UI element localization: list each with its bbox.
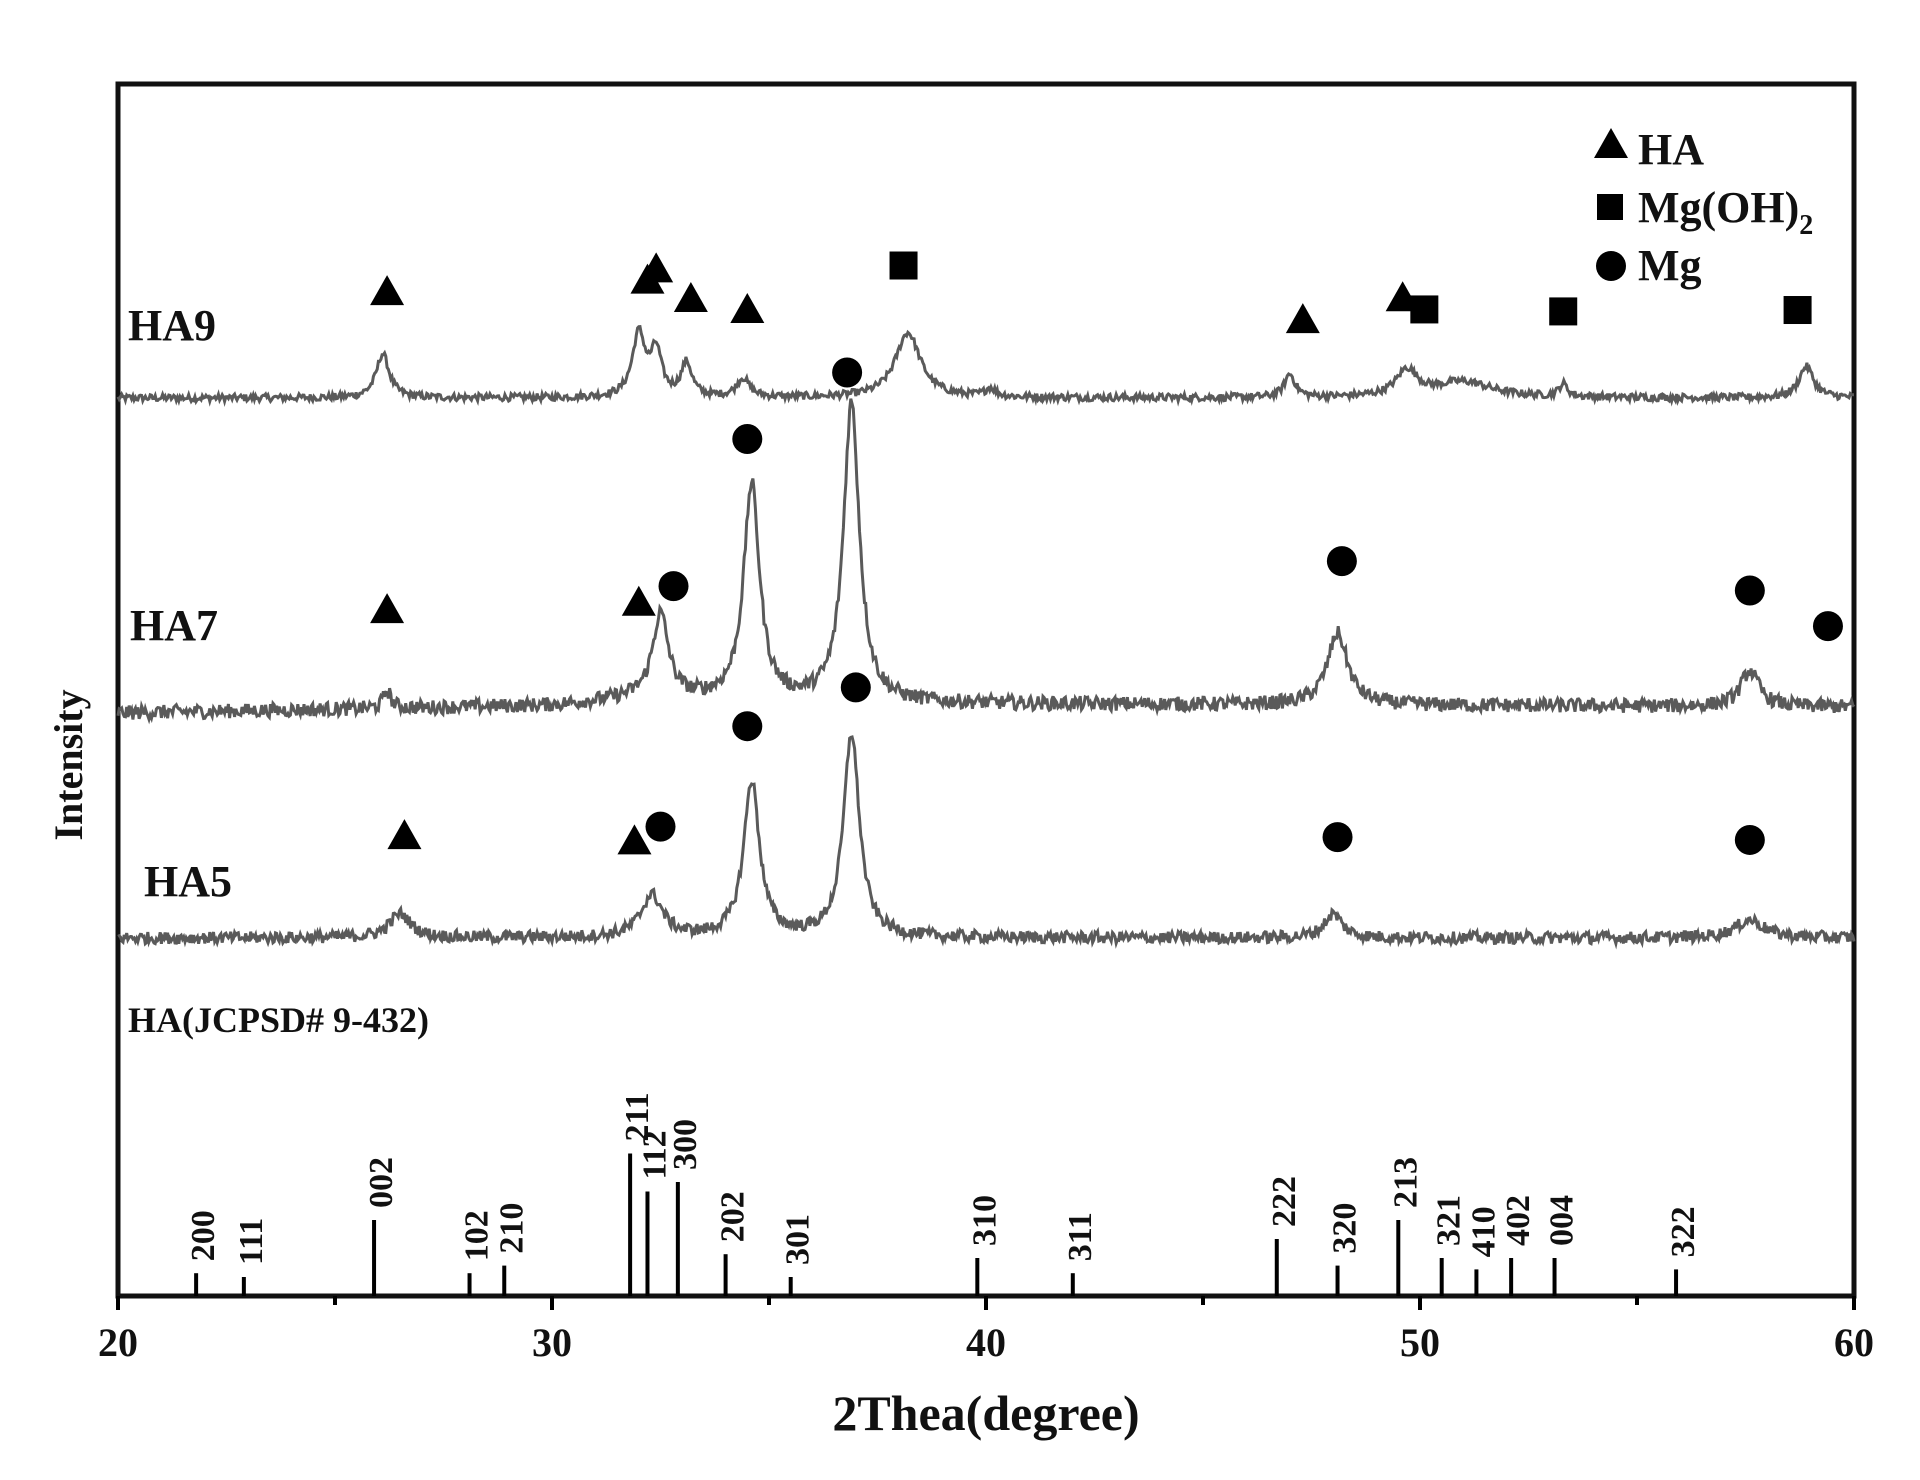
marker-ha9-triangle-2 bbox=[639, 252, 674, 283]
reference-hkl-211: 211 bbox=[619, 1092, 656, 1141]
marker-ha9-square-9 bbox=[1549, 297, 1578, 326]
reference-hkl-202: 202 bbox=[715, 1191, 752, 1242]
marker-ha7-circle-5 bbox=[1326, 546, 1357, 577]
legend: HA Mg(OH)2 Mg bbox=[1594, 125, 1813, 290]
marker-ha7-circle-2 bbox=[658, 571, 689, 602]
legend-label-mgoh2: Mg(OH)2 bbox=[1638, 183, 1813, 241]
reference-hkl-002: 002 bbox=[363, 1157, 400, 1208]
reference-hkl-213: 213 bbox=[1387, 1157, 1424, 1208]
pattern-series bbox=[116, 324, 1856, 950]
marker-ha7-circle-6 bbox=[1734, 575, 1765, 606]
series-line-ha7 bbox=[116, 398, 1856, 725]
series-line-ha9 bbox=[116, 324, 1854, 408]
marker-ha7-triangle-1 bbox=[621, 585, 656, 616]
series-line-ha5 bbox=[117, 735, 1856, 950]
marker-ha9-square-8 bbox=[1410, 295, 1439, 324]
x-tick-label-50: 50 bbox=[1400, 1320, 1440, 1365]
marker-ha5-triangle-0 bbox=[387, 819, 422, 850]
reference-hkl-402: 402 bbox=[1500, 1195, 1537, 1246]
legend-square-marker bbox=[1597, 194, 1623, 220]
legend-label-ha: HA bbox=[1638, 125, 1704, 174]
series-labels: HA9 HA7 HA5 bbox=[128, 301, 232, 906]
x-tick-label-40: 40 bbox=[966, 1320, 1006, 1365]
reference-hkl-102: 102 bbox=[459, 1210, 496, 1261]
plot-frame bbox=[115, 81, 1857, 1299]
series-label-ha5: HA5 bbox=[144, 857, 232, 906]
marker-ha7-circle-7 bbox=[1812, 611, 1843, 642]
x-axis: 20 30 40 50 60 bbox=[98, 1296, 1874, 1365]
marker-ha5-circle-5 bbox=[1322, 822, 1353, 853]
reference-hkl-310: 310 bbox=[966, 1195, 1003, 1246]
series-label-ha9: HA9 bbox=[128, 301, 216, 350]
marker-ha9-triangle-6 bbox=[1285, 303, 1320, 334]
marker-ha7-circle-4 bbox=[832, 357, 863, 388]
marker-ha5-circle-6 bbox=[1734, 824, 1765, 855]
reference-title: HA(JCPSD# 9-432) bbox=[128, 1000, 429, 1040]
marker-ha9-triangle-4 bbox=[730, 292, 765, 323]
phase-markers bbox=[370, 251, 1843, 855]
legend-label-mgoh2-main: Mg(OH) bbox=[1638, 183, 1799, 232]
reference-hkl-311: 311 bbox=[1062, 1212, 1099, 1261]
x-tick-label-30: 30 bbox=[532, 1320, 572, 1365]
x-tick-label-60: 60 bbox=[1834, 1320, 1874, 1365]
marker-ha9-triangle-0 bbox=[370, 275, 405, 306]
reference-hkl-222: 222 bbox=[1266, 1176, 1303, 1227]
marker-ha9-square-5 bbox=[889, 251, 918, 280]
marker-ha5-circle-4 bbox=[840, 672, 871, 703]
x-tick-label-20: 20 bbox=[98, 1320, 138, 1365]
reference-hkl-200: 200 bbox=[185, 1210, 222, 1261]
series-label-ha7: HA7 bbox=[130, 601, 218, 650]
y-axis-title: Intensity bbox=[46, 689, 91, 840]
legend-triangle-marker bbox=[1594, 128, 1628, 158]
marker-ha5-circle-3 bbox=[732, 711, 763, 742]
reference-hkl-301: 301 bbox=[780, 1214, 817, 1265]
reference-hkl-410: 410 bbox=[1465, 1206, 1502, 1257]
reference-hkl-112: 112 bbox=[637, 1130, 674, 1179]
marker-ha7-triangle-0 bbox=[370, 593, 405, 624]
reference-hkl-320: 320 bbox=[1327, 1203, 1364, 1254]
reference-hkl-111: 111 bbox=[233, 1218, 270, 1265]
marker-ha5-triangle-1 bbox=[617, 824, 652, 855]
marker-ha5-circle-2 bbox=[645, 811, 676, 842]
reference-hkl-300: 300 bbox=[667, 1119, 704, 1170]
reference-hkl-210: 210 bbox=[493, 1203, 530, 1254]
marker-ha9-triangle-3 bbox=[673, 282, 708, 313]
x-axis-title: 2Thea(degree) bbox=[832, 1385, 1139, 1441]
legend-circle-marker bbox=[1596, 251, 1626, 281]
reference-hkl-322: 322 bbox=[1665, 1206, 1702, 1257]
legend-label-mgoh2-sub: 2 bbox=[1799, 210, 1813, 241]
reference-hkl-004: 004 bbox=[1544, 1195, 1581, 1246]
reference-hkl-321: 321 bbox=[1431, 1195, 1468, 1246]
legend-label-mg: Mg bbox=[1638, 241, 1702, 290]
marker-ha9-square-10 bbox=[1783, 296, 1812, 325]
marker-ha7-circle-3 bbox=[732, 424, 763, 455]
